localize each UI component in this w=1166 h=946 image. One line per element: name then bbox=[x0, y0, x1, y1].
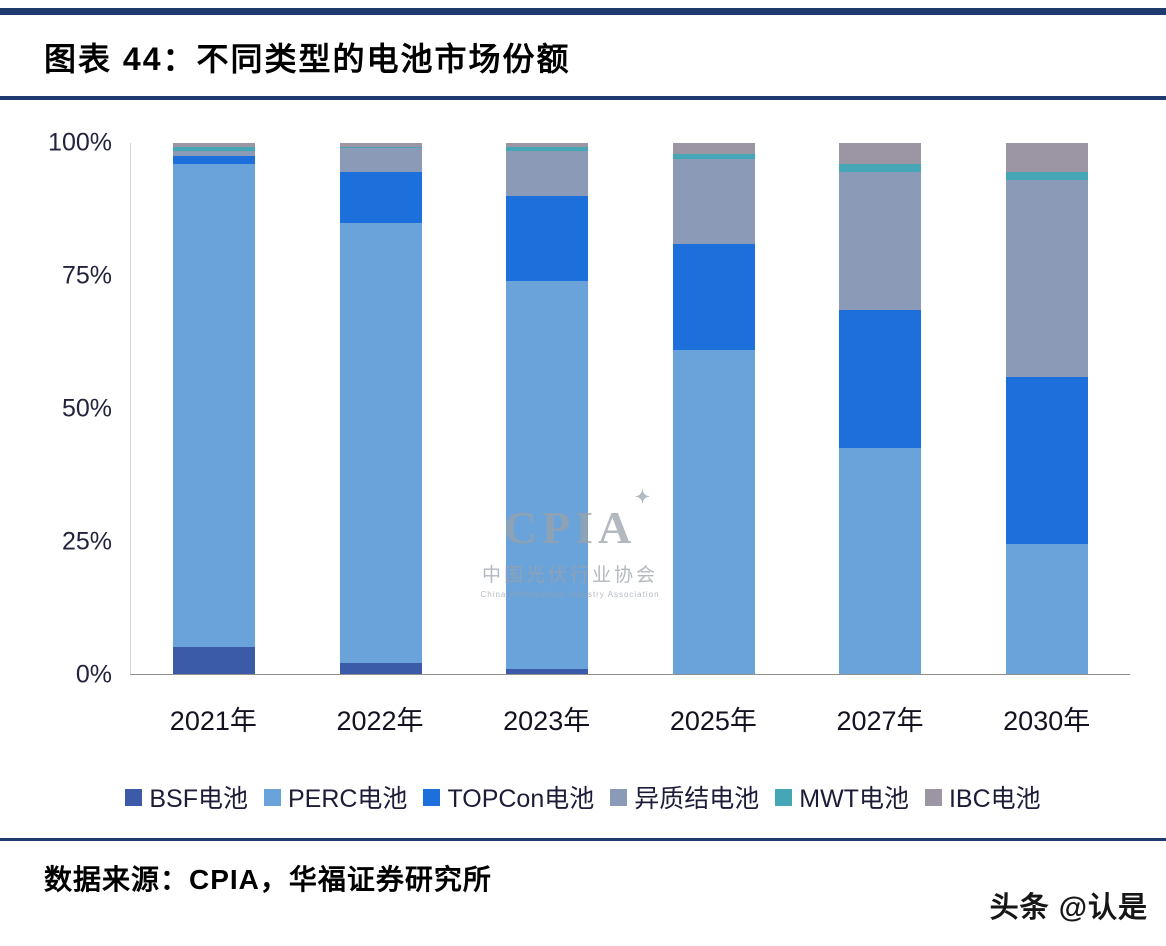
stacked-bar bbox=[1005, 143, 1088, 674]
author-credit: 头条 @认是 bbox=[989, 892, 1148, 924]
legend-swatch bbox=[775, 788, 793, 806]
bar-segment bbox=[339, 172, 422, 223]
title-divider bbox=[0, 96, 1166, 100]
bar-segment bbox=[1005, 376, 1088, 544]
x-tick-label: 2023年 bbox=[503, 706, 591, 736]
legend-item: MWT电池 bbox=[775, 779, 909, 815]
bar-segment bbox=[339, 146, 422, 149]
legend-label: MWT电池 bbox=[799, 785, 909, 813]
bar-segment bbox=[839, 172, 922, 311]
bar-segment bbox=[506, 146, 589, 151]
legend-label: PERC电池 bbox=[287, 785, 408, 813]
bar-segment bbox=[339, 222, 422, 664]
stacked-bar bbox=[672, 143, 755, 674]
stacked-bar bbox=[839, 143, 922, 674]
legend-label: IBC电池 bbox=[948, 785, 1041, 813]
bars bbox=[131, 143, 1130, 674]
stacked-bar bbox=[339, 143, 422, 674]
bar-segment bbox=[506, 143, 589, 147]
bar-segment bbox=[173, 147, 256, 151]
bar-segment bbox=[173, 151, 256, 157]
bar-segment bbox=[672, 243, 755, 351]
bar-segment bbox=[173, 143, 256, 148]
page-title: 图表 44：不同类型的电池市场份额 bbox=[44, 41, 571, 77]
bar-slot bbox=[464, 143, 631, 674]
legend-label: BSF电池 bbox=[149, 785, 248, 813]
x-tick-label: 2021年 bbox=[169, 706, 257, 736]
y-axis: 0% 25% 50% 75% 100% bbox=[0, 129, 122, 689]
bar-segment bbox=[173, 156, 256, 165]
bar-segment bbox=[173, 647, 256, 674]
bar-segment bbox=[1005, 180, 1088, 377]
top-divider bbox=[0, 8, 1166, 15]
chart-area: 0% 25% 50% 75% 100% 2021年 2022年 2023年 2025年 2027… bbox=[0, 129, 1166, 843]
footer-divider bbox=[0, 838, 1166, 841]
bar-segment bbox=[173, 164, 256, 648]
y-tick-label: 100% bbox=[48, 128, 112, 157]
x-tick-label: 2022年 bbox=[336, 706, 424, 736]
bar-slot bbox=[964, 143, 1131, 674]
bar-segment bbox=[839, 164, 922, 173]
legend-item: IBC电池 bbox=[924, 779, 1041, 815]
bar-slot bbox=[797, 143, 964, 674]
plot-area bbox=[130, 143, 1130, 675]
bar-segment bbox=[1005, 543, 1088, 674]
x-tick-label: 2025年 bbox=[669, 706, 757, 736]
bar-segment bbox=[506, 281, 589, 669]
bar-segment bbox=[506, 668, 589, 674]
bar-slot bbox=[131, 143, 298, 674]
bar-segment bbox=[672, 158, 755, 244]
legend-item: TOPCon电池 bbox=[423, 779, 594, 815]
bar-segment bbox=[672, 350, 755, 674]
y-tick-label: 75% bbox=[61, 261, 112, 290]
legend-swatch bbox=[924, 788, 942, 806]
bar-segment bbox=[506, 151, 589, 197]
bar-slot bbox=[631, 143, 798, 674]
bar-segment bbox=[839, 448, 922, 674]
bar-segment bbox=[339, 663, 422, 674]
legend-swatch bbox=[263, 788, 281, 806]
bar-segment bbox=[339, 143, 422, 147]
legend-label: 异质结电池 bbox=[634, 785, 760, 813]
legend-label: TOPCon电池 bbox=[447, 785, 595, 813]
legend-item: 异质结电池 bbox=[610, 779, 759, 815]
bar-segment bbox=[839, 143, 922, 165]
bar-slot bbox=[298, 143, 465, 674]
bar-segment bbox=[672, 143, 755, 154]
legend: BSF电池 PERC电池 TOPCon电池 异质结电池 MWT电池 IBC电池 bbox=[0, 779, 1166, 815]
y-tick-label: 0% bbox=[75, 660, 112, 689]
bar-segment bbox=[839, 310, 922, 449]
stacked-bar bbox=[506, 143, 589, 674]
bar-segment bbox=[339, 148, 422, 173]
stacked-bar bbox=[173, 143, 256, 674]
legend-swatch bbox=[423, 788, 441, 806]
bar-segment bbox=[1005, 143, 1088, 173]
x-tick-label: 2030年 bbox=[1003, 706, 1091, 736]
legend-swatch bbox=[610, 788, 628, 806]
y-tick-label: 25% bbox=[61, 527, 112, 556]
legend-item: PERC电池 bbox=[263, 779, 408, 815]
bar-segment bbox=[1005, 172, 1088, 181]
bar-segment bbox=[506, 196, 589, 282]
legend-swatch bbox=[125, 788, 143, 806]
x-tick-label: 2027年 bbox=[836, 706, 924, 736]
bar-segment bbox=[672, 153, 755, 159]
x-labels: 2021年 2022年 2023年 2025年 2027年 2030年 bbox=[130, 699, 1130, 738]
y-tick-label: 50% bbox=[61, 394, 112, 423]
legend-item: BSF电池 bbox=[125, 779, 248, 815]
data-source: 数据来源：CPIA，华福证券研究所 bbox=[44, 864, 492, 895]
